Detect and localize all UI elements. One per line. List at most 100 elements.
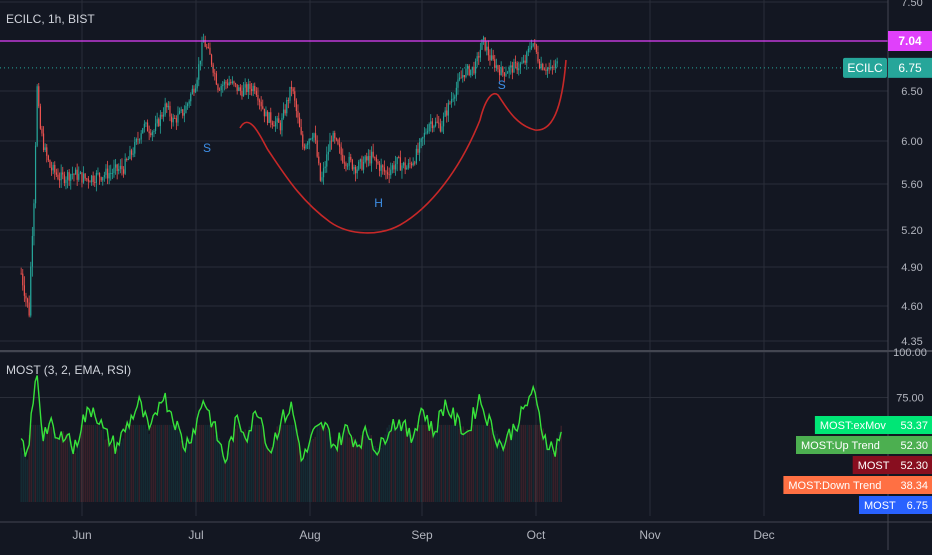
candle-body bbox=[436, 121, 438, 123]
candle-body bbox=[278, 118, 280, 123]
candle-body bbox=[318, 156, 320, 164]
candle-body bbox=[354, 166, 357, 174]
candle-body bbox=[311, 137, 313, 139]
candle-body bbox=[543, 69, 545, 71]
candle-body bbox=[166, 103, 168, 108]
x-tick-label: Oct bbox=[527, 528, 546, 542]
candle-body bbox=[407, 163, 409, 168]
indicator-label[interactable]: MOST (3, 2, EMA, RSI) bbox=[6, 363, 132, 377]
candle-body bbox=[76, 169, 78, 180]
candle-body bbox=[65, 179, 67, 183]
candle-body bbox=[62, 172, 64, 175]
candle-body bbox=[33, 203, 35, 236]
oscillator-legend-value: 52.30 bbox=[900, 440, 928, 452]
candle-body bbox=[276, 118, 278, 122]
candle-body bbox=[209, 47, 211, 55]
candle-body bbox=[167, 105, 169, 108]
candle-body bbox=[551, 66, 553, 68]
candle-body bbox=[110, 173, 112, 174]
pattern-annotation: S bbox=[498, 78, 506, 92]
candle-body bbox=[79, 172, 81, 174]
candle-body bbox=[394, 164, 397, 170]
candle-body bbox=[23, 285, 25, 296]
candle-body bbox=[298, 117, 301, 127]
candle-body bbox=[332, 132, 334, 142]
candle-body bbox=[138, 139, 141, 141]
y-tick-label: 5.60 bbox=[901, 179, 922, 191]
candle-body bbox=[241, 90, 243, 97]
candle-body bbox=[270, 112, 272, 123]
candle-body bbox=[174, 118, 176, 119]
candle-body bbox=[506, 72, 509, 74]
candle-body bbox=[250, 88, 253, 92]
oscillator-legend-name: MOST bbox=[858, 460, 890, 472]
candle-body bbox=[500, 67, 502, 76]
candle-body bbox=[47, 155, 49, 161]
candle-body bbox=[526, 52, 528, 63]
candle-body bbox=[102, 177, 104, 181]
candle-body bbox=[474, 61, 477, 74]
candle-body bbox=[161, 114, 163, 117]
candle-body bbox=[130, 150, 133, 155]
y-tick-label: 4.60 bbox=[901, 301, 922, 313]
candle-body bbox=[254, 85, 256, 91]
candle-body bbox=[98, 172, 101, 178]
candle-body bbox=[322, 168, 325, 178]
symbol-label[interactable]: ECILC, 1h, BIST bbox=[6, 12, 95, 26]
candle-body bbox=[281, 117, 283, 131]
candle-body bbox=[246, 84, 248, 92]
pattern-annotation: S bbox=[203, 141, 211, 155]
candle-body bbox=[279, 122, 281, 131]
most-oscillator bbox=[20, 375, 562, 502]
candle-body bbox=[249, 83, 251, 89]
candle-body bbox=[119, 165, 121, 169]
candle-body bbox=[207, 47, 209, 49]
oscillator-tick-label: 100.00 bbox=[893, 347, 927, 359]
candle-body bbox=[239, 87, 241, 91]
candle-body bbox=[337, 139, 339, 145]
candle-body bbox=[252, 85, 254, 92]
oscillator-legend-name: MOST:exMov bbox=[820, 420, 887, 432]
candle-body bbox=[236, 84, 238, 91]
candle-body bbox=[194, 88, 197, 93]
candle-body bbox=[426, 131, 429, 133]
candle-body bbox=[215, 73, 217, 85]
candle-body bbox=[169, 105, 171, 117]
candle-body bbox=[556, 61, 558, 64]
candle-body bbox=[548, 68, 550, 70]
oscillator-legend-value: 52.30 bbox=[900, 460, 928, 472]
candle-body bbox=[231, 81, 233, 84]
candle-body bbox=[518, 68, 520, 71]
candle-body bbox=[446, 110, 448, 116]
candle-body bbox=[116, 164, 118, 171]
candle-body bbox=[58, 179, 61, 181]
candle-body bbox=[409, 163, 411, 165]
candle-body bbox=[438, 122, 440, 124]
candle-body bbox=[369, 156, 371, 164]
candle-body bbox=[34, 145, 37, 204]
candle-body bbox=[201, 42, 203, 61]
candle-body bbox=[378, 163, 381, 171]
candle-body bbox=[465, 68, 467, 77]
candle-body bbox=[238, 87, 240, 91]
candle-body bbox=[271, 122, 273, 125]
last-price-label: 6.75 bbox=[898, 61, 922, 75]
candle-body bbox=[481, 39, 483, 50]
candle-body bbox=[154, 123, 157, 131]
candle-body bbox=[233, 81, 235, 84]
candle-body bbox=[466, 65, 469, 69]
oscillator-legend-name: MOST:Down Trend bbox=[788, 480, 881, 492]
candle-body bbox=[452, 98, 454, 100]
y-tick-label: 4.35 bbox=[901, 336, 922, 348]
candle-body bbox=[398, 157, 400, 158]
candle-body bbox=[303, 146, 305, 149]
candle-body bbox=[425, 132, 427, 134]
candle-body bbox=[503, 72, 505, 76]
candle-body bbox=[284, 109, 286, 114]
candle-body bbox=[490, 55, 493, 61]
candle-body bbox=[417, 148, 419, 153]
candle-body bbox=[159, 114, 161, 126]
candle-body bbox=[537, 51, 539, 62]
candle-body bbox=[546, 68, 549, 71]
